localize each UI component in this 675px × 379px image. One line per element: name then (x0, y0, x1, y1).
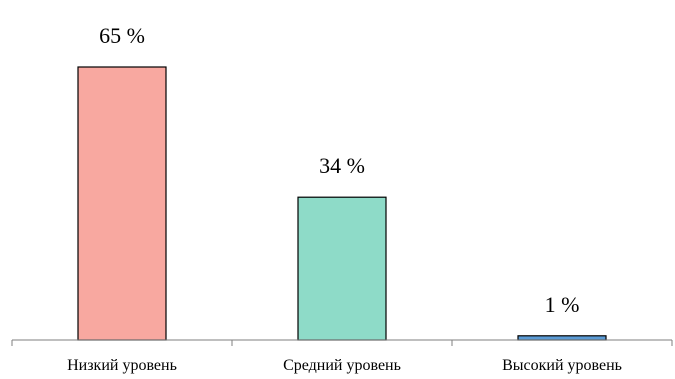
x-tick-label-2: Средний уровень (283, 357, 401, 374)
bar-2 (297, 196, 387, 341)
bar-3 (517, 335, 607, 341)
data-label-2: 34 % (319, 153, 365, 178)
x-tick-label-1: Низкий уровень (67, 357, 177, 374)
x-tick-label-3: Высокий уровень (502, 357, 622, 374)
bar-1 (77, 66, 167, 341)
data-label-1: 65 % (99, 23, 145, 48)
data-label-3: 1 % (545, 292, 580, 317)
